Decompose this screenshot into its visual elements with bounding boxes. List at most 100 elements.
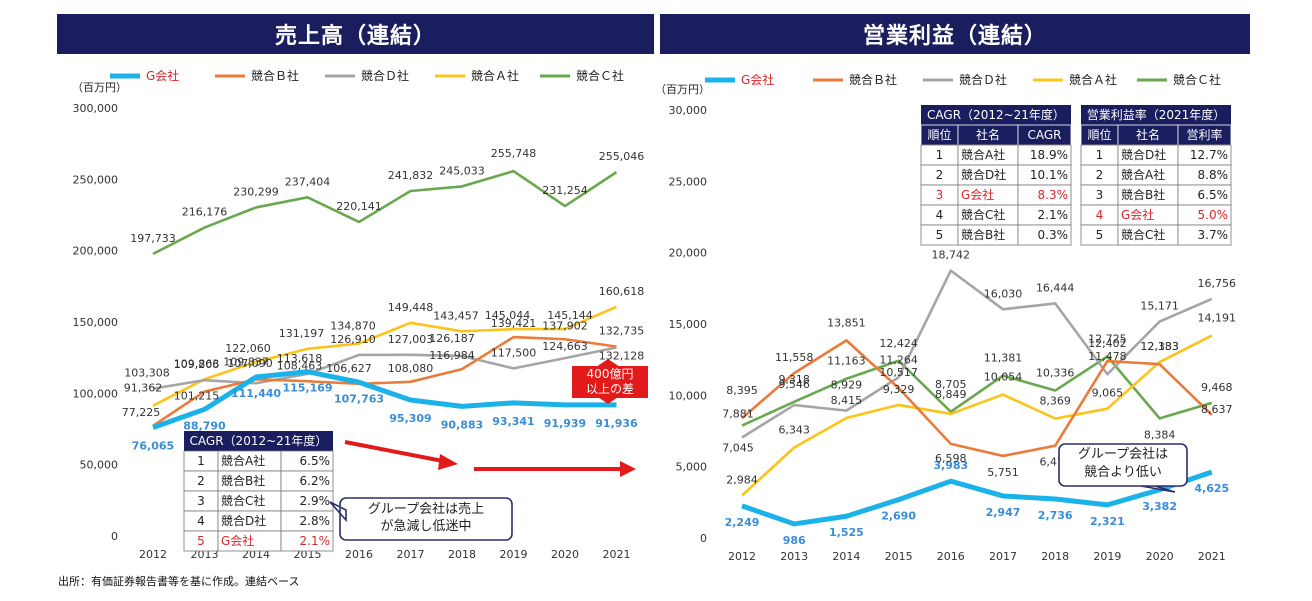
profit-x-tick-label: 2014 [832,550,860,563]
sales-flat-arrow-head [620,461,636,477]
sales-data-label: 216,176 [182,206,228,219]
profit-cagr-table-cell: 5 [936,228,944,242]
sales-data-label: 149,448 [388,301,434,314]
sales-cagr-table: CAGR（2012~21年度） 1 競合A社 6.5% 2 競合B社 6.2% 3 競合C社 2.… [183,431,334,552]
profit-margin-table-cell: 8.8% [1198,168,1229,182]
profit-x-tick-label: 2016 [937,550,965,563]
sales-data-label: 124,663 [542,340,588,353]
svg-text:グループ会社は競合より低い: グループ会社は競合より低い [1078,446,1168,480]
sales-data-label: 106,627 [326,362,372,375]
sales-series-line [152,169,618,256]
profit-margin-table-cell: 2 [1096,168,1104,182]
profit-series-line [741,339,1213,458]
profit-data-label: 9,468 [1201,381,1233,394]
profit-y-axis-label: （百万円） [655,83,710,96]
profit-series-line [741,469,1213,527]
profit-data-label: 2,249 [725,516,760,529]
profit-legend-label: 競合Ｂ社 [849,72,897,87]
sales-data-label: 107,763 [334,392,384,405]
profit-data-label: 11,163 [827,355,866,368]
profit-x-tick-label: 2012 [728,550,756,563]
svg-text:グループ会社は売上が急減し低迷中: グループ会社は売上が急減し低迷中 [368,501,484,534]
sales-cagr-table-cell: 6.2% [300,474,331,488]
profit-y-tick-label: 10,000 [669,389,708,402]
sales-data-label: 115,169 [282,382,332,395]
sales-data-label: 132,128 [599,349,645,362]
profit-y-tick-label: 20,000 [669,247,708,260]
sales-data-label: 143,457 [433,309,479,322]
sales-y-axis-label: （百万円） [72,81,127,94]
sales-y-tick-label: 100,000 [73,387,119,400]
sales-legend-label: 競合Ａ社 [471,68,519,83]
sales-data-label: 255,046 [599,150,645,163]
profit-data-label: 8,384 [1144,428,1176,441]
sales-data-label: 230,299 [233,185,279,198]
sales-data-label: 77,225 [122,406,161,419]
profit-y-tick-label: 5,000 [676,461,708,474]
profit-margin-table-cell: 4 [1096,208,1104,222]
profit-legend-label: 競合Ｄ社 [959,72,1007,87]
sales-data-label: 220,141 [336,200,382,213]
sales-data-label: 132,735 [599,325,645,338]
sales-cagr-table-cell: 競合B社 [221,473,265,488]
sales-data-label: 137,902 [542,319,588,332]
profit-data-label: 6,598 [935,452,967,465]
profit-margin-table-header: 社名 [1136,127,1160,142]
sales-cagr-table-cell: 2 [197,474,205,488]
sales-cagr-table-cell: 競合A社 [221,453,265,468]
sales-data-label: 108,463 [277,359,323,372]
sales-x-tick-label: 2017 [397,548,425,561]
profit-data-label: 986 [783,534,806,547]
profit-data-label: 11,264 [879,353,918,366]
sales-data-label: 134,870 [330,320,376,333]
profit-x-tick-label: 2019 [1093,550,1121,563]
sales-data-label: 103,308 [124,367,170,380]
sales-data-label: 160,618 [599,285,645,298]
sales-x-tick-label: 2018 [448,548,476,561]
profit-cagr-table-header: CAGR [1027,128,1061,142]
profit-series-line [741,334,1213,497]
profit-margin-table-cell: 競合C社 [1121,227,1165,242]
profit-margin-table-cell: 5.0% [1198,208,1229,222]
sales-data-label: 93,341 [492,415,534,428]
profit-data-label: 10,336 [1036,367,1075,380]
sales-cagr-table-cell: 競合C社 [221,493,265,508]
sales-data-label: 76,065 [132,439,174,452]
profit-data-label: 2,321 [1090,515,1125,528]
sales-data-label: 109,863 [174,357,220,370]
profit-data-label: 8,929 [831,379,863,392]
sales-data-label: 127,003 [388,333,434,346]
sales-data-label: 126,910 [330,333,376,346]
source-note: 出所：有価証券報告書等を基に作成。連結ベース [58,575,300,588]
profit-data-label: 12,333 [1140,340,1179,353]
operating-profit-chart: （百万円） 0 5,000 10,000 15,000 20,000 25,000 30,00… [655,72,1237,563]
profit-data-label: 9,546 [778,378,810,391]
sales-cagr-table-cell: 2.8% [300,514,331,528]
profit-margin-table-cell: G会社 [1121,207,1154,222]
sales-data-label: 116,984 [429,349,475,362]
profit-x-tick-label: 2020 [1146,550,1174,563]
sales-data-label: 91,936 [595,417,638,430]
profit-y-tick-label: 0 [700,532,707,545]
sales-callout: グループ会社は売上が急減し低迷中 [329,497,513,541]
profit-data-label: 14,191 [1198,312,1237,325]
profit-legend-label: 競合Ｃ社 [1173,72,1221,87]
sales-data-label: 88,790 [183,419,226,432]
profit-margin-table-cell: 6.5% [1198,188,1229,202]
sales-data-label: 245,033 [439,164,485,177]
profit-data-label: 8,395 [726,384,758,397]
profit-margin-table: 営業利益率（2021年度） 順位 社名 営利率 1 競合D社 12.7% 2 競合A社 8.8% 3… [1080,105,1232,246]
svg-text:400億円以上の差: 400億円以上の差 [586,367,634,396]
sales-decline-arrow-head [438,454,458,470]
sales-y-tick-label: 0 [111,530,118,543]
sales-legend-label: 競合Ｄ社 [361,68,409,83]
sales-data-label: 237,404 [285,175,331,188]
sales-legend-label: 競合Ｃ社 [576,68,624,83]
profit-data-label: 15,171 [1140,300,1179,313]
sales-x-tick-label: 2016 [345,548,373,561]
profit-cagr-table-cell: 競合A社 [961,147,1005,162]
sales-cagr-table-cell: 4 [197,514,205,528]
profit-data-label: 8,415 [831,394,863,407]
sales-data-label: 145,144 [547,309,593,322]
profit-cagr-table-cell: 競合D社 [961,167,1006,182]
